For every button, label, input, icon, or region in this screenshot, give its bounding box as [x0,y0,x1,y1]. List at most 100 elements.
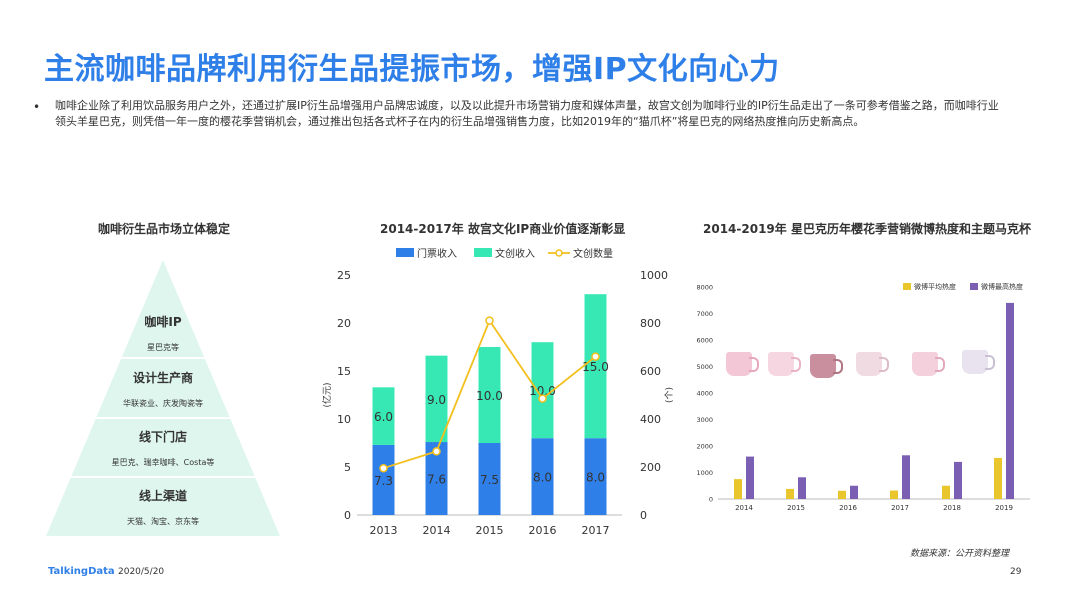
page-number: 29 [1010,567,1022,577]
y2-tick-label: 0 [640,509,647,522]
data-source: 数据来源：公开资料整理 [910,549,1010,559]
bar-max-heat [954,461,962,499]
chart1-title: 2014-2017年 故宫文化IP商业价值逐渐彰显 [380,222,626,236]
line-point [538,394,547,403]
bar-avg-heat [890,490,898,499]
x-tick-label: 2016 [529,524,557,537]
bar-cultural-revenue [531,342,554,439]
y2-tick-label: 200 [640,461,661,474]
mug-illustration [768,352,801,376]
y-tick-label: 10 [337,413,351,426]
bar-avg-heat [838,490,846,499]
bar-cultural-revenue [372,387,395,445]
bar-data-label: 15.0 [582,360,609,374]
bar-avg-heat [942,485,950,499]
chart2-title: 2014-2019年 星巴克历年樱花季营销微博热度和主题马克杯 [703,222,1031,236]
legend-label: 微博最高热度 [981,282,1023,291]
x-tick-label: 2015 [476,524,504,537]
legend-swatch-avg [903,283,911,290]
mug-illustration [856,352,889,376]
legend-label: 文创数量 [573,247,613,260]
x-tick-label: 2013 [370,524,398,537]
y-tick-label: 0 [709,496,713,504]
bar-max-heat [746,456,754,499]
bar-data-label: 10.0 [476,389,503,403]
bar-avg-heat [994,457,1002,499]
y-tick-label: 4000 [696,390,713,398]
y-tick-label: 5 [344,461,351,474]
y-tick-label: 15 [337,365,351,378]
pyramid-level-label: 线下门店 [138,430,187,444]
x-tick-label: 2018 [943,504,961,512]
pyramid-level-label: 设计生产商 [132,371,193,385]
mug-illustration [810,354,843,378]
legend-label: 文创收入 [495,247,535,260]
y-axis-label: (亿元) [321,382,333,407]
y2-tick-label: 400 [640,413,661,426]
bar-data-label: 9.0 [427,393,446,407]
legend-swatch-ticket [396,248,414,257]
page-title: 主流咖啡品牌利用衍生品提振市场，增强IP文化向心力 [44,52,780,87]
bar-cultural-revenue [425,355,448,443]
pyramid-title: 咖啡衍生品市场立体稳定 [98,222,231,236]
line-point [591,352,600,361]
x-tick-label: 2016 [839,504,857,512]
y-tick-label: 7000 [696,310,713,318]
x-tick-label: 2019 [995,504,1013,512]
y2-axis-label: (个) [664,387,675,403]
x-tick-label: 2014 [735,504,753,512]
mug-illustration [912,352,945,376]
pyramid-level-sub: 华联瓷业、庆发陶瓷等 [123,399,203,408]
footer-date: 2020/5/20 [118,567,165,577]
mug-illustration [726,352,759,376]
y-tick-label: 0 [344,509,351,522]
y2-tick-label: 1000 [640,269,668,282]
intro-text: 咖啡企业除了利用饮品服务用户之外，还通过扩展IP衍生品增强用户品牌忠诚度，以及以… [55,99,999,128]
bar-data-label: 8.0 [586,471,605,485]
line-point [432,447,441,456]
x-tick-label: 2015 [787,504,805,512]
bar-ticket-revenue [531,438,554,515]
bar-data-label: 7.3 [374,474,393,488]
bar-ticket-revenue [584,438,607,515]
bar-max-heat [850,485,858,499]
y-tick-label: 5000 [696,363,713,371]
pyramid-level-sub: 天猫、淘宝、京东等 [127,517,199,526]
bar-max-heat [902,455,910,499]
bar-data-label: 7.6 [427,473,446,487]
legend-swatch-max [970,283,978,290]
mug-illustration [962,350,995,374]
line-point [485,316,494,325]
bar-cultural-revenue [584,294,607,439]
bar-ticket-revenue [372,444,395,515]
bar-data-label: 6.0 [374,410,393,424]
bar-ticket-revenue [478,443,501,515]
x-tick-label: 2014 [423,524,451,537]
bar-avg-heat [786,488,794,499]
y-tick-label: 2000 [696,443,713,451]
bar-data-label: 8.0 [533,471,552,485]
y2-tick-label: 600 [640,365,661,378]
bar-ticket-revenue [425,442,448,515]
y-tick-label: 3000 [696,416,713,424]
bullet-marker: • [33,100,41,114]
y2-tick-label: 800 [640,317,661,330]
pyramid-level-sub: 星巴克、瑞幸咖啡、Costa等 [111,458,215,467]
x-tick-label: 2017 [582,524,610,537]
pyramid-shape [46,260,280,536]
y-tick-label: 25 [337,269,351,282]
y-tick-label: 1000 [696,469,713,477]
y-tick-label: 8000 [696,284,713,292]
line-point [379,463,388,473]
legend-label: 门票收入 [417,247,457,260]
y-tick-label: 20 [337,317,351,330]
bar-avg-heat [734,479,742,499]
bar-max-heat [798,477,806,499]
bar-data-label: 7.5 [480,473,499,487]
pyramid-level-label: 咖啡IP [144,315,182,329]
y-tick-label: 6000 [696,337,713,345]
pyramid-level-label: 线上渠道 [138,489,187,503]
